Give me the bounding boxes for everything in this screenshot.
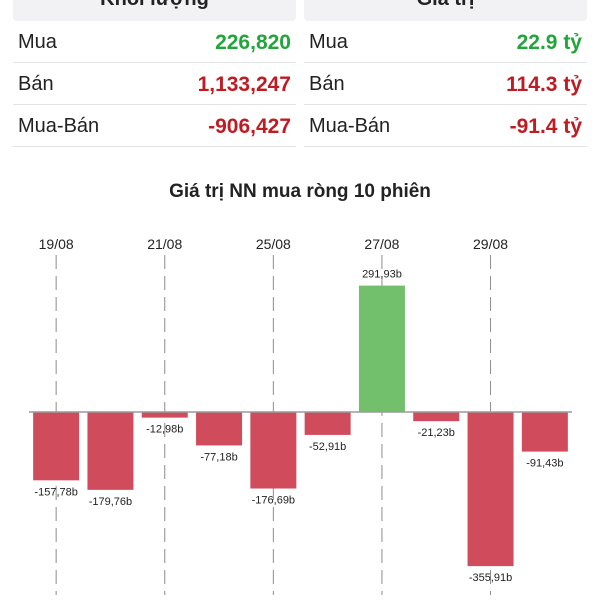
volume-sell-value: 1,133,247	[197, 73, 291, 96]
bar	[141, 412, 188, 418]
volume-buy-value: 226,820	[215, 31, 291, 54]
data-label: -52,91b	[309, 441, 346, 453]
data-label: 291,93b	[362, 269, 402, 281]
bar	[196, 412, 243, 446]
volume-row-buy: Mua 226,820	[13, 21, 296, 63]
volume-buy-label: Mua	[18, 31, 57, 53]
data-label: -77,18b	[200, 451, 237, 463]
bar	[33, 412, 80, 481]
x-tick-label: 25/08	[256, 236, 291, 252]
volume-sell-label: Bán	[18, 73, 54, 95]
volume-net-value: -906,427	[208, 115, 291, 138]
value-net-label: Mua-Bán	[309, 115, 391, 137]
x-tick-label: 21/08	[147, 236, 182, 252]
value-row-sell: Bán 114.3 tỷ	[304, 63, 587, 105]
bar	[358, 285, 405, 412]
volume-row-sell: Bán 1,133,247	[13, 63, 296, 105]
value-row-buy: Mua 22.9 tỷ	[304, 21, 587, 63]
value-card-header: Giá trị	[304, 0, 587, 21]
bar	[87, 412, 134, 490]
x-tick-label: 19/08	[39, 236, 74, 252]
volume-card-title: Khối lượng	[13, 0, 296, 11]
bar	[304, 412, 351, 435]
value-buy-label: Mua	[309, 31, 348, 53]
data-label: -21,23b	[418, 427, 455, 439]
volume-net-label: Mua-Bán	[18, 115, 100, 137]
data-label: -176,69b	[252, 495, 295, 507]
chart-title: Giá trị NN mua ròng 10 phiên	[169, 181, 431, 202]
value-sell-label: Bán	[309, 73, 345, 95]
data-label: -12,98b	[146, 424, 183, 436]
data-label: -91,43b	[526, 458, 563, 470]
value-card: Giá trị Mua 22.9 tỷ Bán 114.3 tỷ Mua-Bán…	[304, 0, 587, 147]
bar	[413, 412, 460, 422]
x-tick-label: 27/08	[364, 236, 399, 252]
data-label: -355,91b	[469, 572, 512, 584]
x-tick-label: 29/08	[473, 236, 508, 252]
value-buy-value: 22.9 tỷ	[516, 31, 582, 54]
value-sell-value: 114.3 tỷ	[506, 73, 582, 96]
value-row-net: Mua-Bán -91.4 tỷ	[304, 105, 587, 147]
volume-card-header: Khối lượng	[13, 0, 296, 21]
value-net-value: -91.4 tỷ	[509, 115, 582, 138]
stat-cards: Khối lượng Mua 226,820 Bán 1,133,247 Mua…	[0, 0, 600, 150]
value-card-title: Giá trị	[304, 0, 587, 11]
net-foreign-buy-chart: 19/08 21/08 25/08 27/08 29/08 -157,78b -179,76…	[29, 236, 572, 595]
data-label: -179,76b	[89, 496, 132, 508]
bar	[521, 412, 568, 452]
data-label: -157,78b	[34, 486, 77, 498]
volume-card: Khối lượng Mua 226,820 Bán 1,133,247 Mua…	[13, 0, 296, 147]
volume-row-net: Mua-Bán -906,427	[13, 105, 296, 147]
bar	[467, 412, 514, 567]
bar	[250, 412, 297, 489]
